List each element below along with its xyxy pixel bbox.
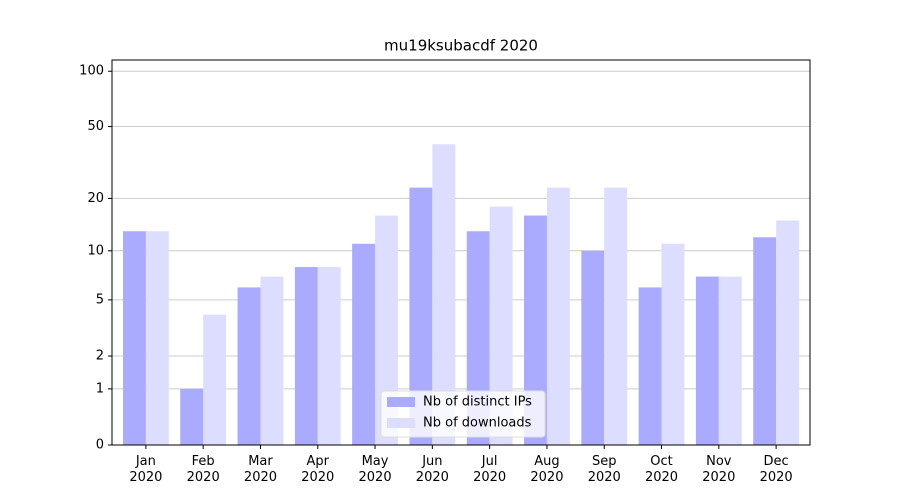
bar — [638, 287, 662, 445]
x-tick-label: Nov 2020 — [702, 454, 736, 485]
y-tick-label: 10 — [87, 243, 104, 258]
x-tick-label: Aug 2020 — [530, 454, 564, 485]
bar — [581, 250, 605, 445]
bar — [145, 231, 169, 445]
bar — [776, 220, 800, 445]
y-tick-label: 20 — [87, 191, 104, 206]
bar — [237, 287, 261, 445]
x-tick-label: Jul 2020 — [473, 454, 507, 485]
y-tick-label: 5 — [96, 292, 104, 307]
x-tick-label: Sep 2020 — [587, 454, 621, 485]
bar — [546, 187, 570, 445]
bar — [753, 237, 777, 445]
y-tick-label: 0 — [96, 438, 104, 453]
bar — [203, 314, 227, 445]
x-tick-label: Dec 2020 — [759, 454, 793, 485]
x-tick-label: Apr 2020 — [301, 454, 335, 485]
bar — [180, 388, 204, 445]
x-tick-label: May 2020 — [358, 454, 392, 485]
x-tick-label: Mar 2020 — [243, 454, 278, 485]
y-tick-label: 50 — [87, 119, 104, 134]
bar — [122, 231, 146, 445]
bar — [695, 276, 719, 445]
legend-box — [380, 390, 546, 438]
bar — [409, 187, 433, 445]
x-tick-label: Jan 2020 — [129, 454, 163, 485]
bar — [604, 187, 628, 445]
plot-frame — [111, 59, 811, 446]
bar — [260, 276, 284, 445]
y-tick-label: 100 — [79, 64, 104, 79]
x-tick-label: Oct 2020 — [644, 454, 679, 485]
bar — [352, 243, 376, 445]
bar — [317, 267, 341, 445]
chart-title: mu19ksubacdf 2020 — [384, 37, 538, 55]
bar — [375, 215, 398, 445]
bar — [432, 144, 456, 445]
bar — [718, 276, 742, 445]
y-tick-label: 2 — [96, 349, 104, 364]
x-tick-label: Jun 2020 — [415, 454, 449, 485]
bar — [661, 243, 685, 445]
legend-swatch — [387, 397, 415, 407]
y-tick-label: 1 — [96, 381, 104, 396]
legend-label: Nb of downloads — [423, 416, 532, 431]
bar — [294, 267, 318, 445]
legend-label: Nb of distinct IPs — [423, 395, 532, 410]
x-tick-label: Feb 2020 — [186, 454, 220, 485]
bar — [524, 215, 547, 445]
legend-swatch — [387, 418, 415, 428]
bar — [489, 206, 513, 445]
